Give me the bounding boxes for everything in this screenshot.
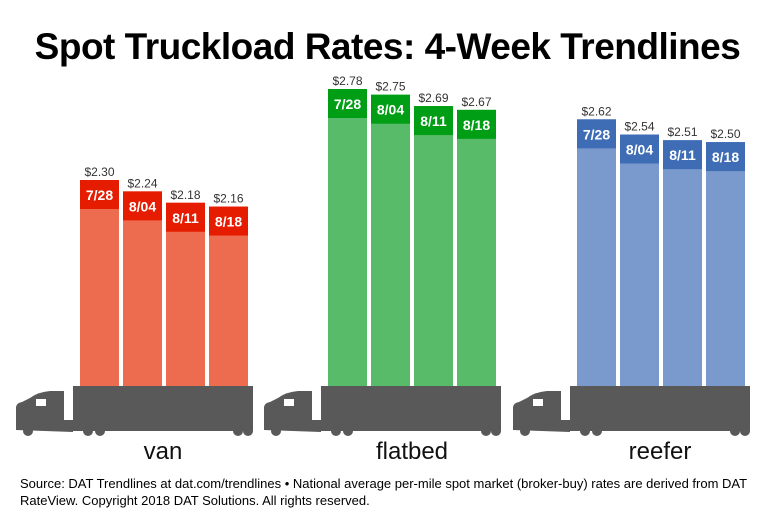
bar-van-8/04 xyxy=(123,191,162,386)
value-label: $2.18 xyxy=(170,188,200,202)
date-label: 8/04 xyxy=(626,141,653,157)
value-label: $2.16 xyxy=(213,192,243,206)
truck-wheel xyxy=(491,426,501,436)
bar-flatbed-8/11 xyxy=(414,106,453,386)
category-label-van: van xyxy=(143,438,183,465)
truck-wheel xyxy=(481,426,491,436)
date-label: 7/28 xyxy=(583,126,610,142)
date-label: 8/18 xyxy=(215,214,242,230)
truck-cab-icon xyxy=(264,391,321,432)
bar-van-8/11 xyxy=(166,202,205,386)
truck-wheel xyxy=(243,426,253,436)
date-label: 8/11 xyxy=(669,147,696,163)
value-label: $2.50 xyxy=(710,127,740,141)
bar-flatbed-8/18 xyxy=(457,109,496,387)
bar-date-band xyxy=(457,109,496,139)
bar-date-band xyxy=(328,88,367,118)
truck-wheel xyxy=(331,426,341,436)
value-label: $2.24 xyxy=(127,176,157,190)
value-label: $2.78 xyxy=(332,74,362,88)
truck-wheel xyxy=(271,426,281,436)
truck-wheel xyxy=(233,426,243,436)
truck-wheel xyxy=(95,426,105,436)
bar-date-band xyxy=(620,134,659,164)
chart-title: Spot Truckload Rates: 4-Week Trendlines xyxy=(34,26,741,67)
truck-wheel xyxy=(580,426,590,436)
bar-flatbed-8/04 xyxy=(371,94,410,387)
bar-reefer-7/28 xyxy=(577,119,616,386)
category-label-flatbed: flatbed xyxy=(375,438,449,465)
category-label-reefer: reefer xyxy=(628,438,692,465)
value-label: $2.30 xyxy=(84,165,114,179)
source-note: Source: DAT Trendlines at dat.com/trendl… xyxy=(20,476,747,508)
bar-date-band xyxy=(577,119,616,149)
date-label: 8/04 xyxy=(377,102,404,118)
truck-window xyxy=(533,399,543,406)
bar-flatbed-7/28 xyxy=(328,88,367,386)
bar-date-band xyxy=(166,202,205,232)
date-label: 8/04 xyxy=(129,198,156,214)
truck-window xyxy=(284,399,294,406)
truck-wheel xyxy=(83,426,93,436)
date-label: 8/11 xyxy=(420,113,447,129)
value-label: $2.67 xyxy=(461,95,491,109)
date-label: 8/18 xyxy=(463,117,490,133)
truck-wheel xyxy=(740,426,750,436)
truck-wheel xyxy=(730,426,740,436)
truck-trailer xyxy=(73,386,253,431)
truck-wheel xyxy=(23,426,33,436)
truck-cab-icon xyxy=(513,391,570,432)
truck-wheel xyxy=(520,426,530,436)
date-label: 7/28 xyxy=(334,96,361,112)
value-label: $2.54 xyxy=(624,119,654,133)
bar-reefer-8/11 xyxy=(663,140,702,386)
value-label: $2.51 xyxy=(667,125,697,139)
truck-window xyxy=(36,399,46,406)
truck-wheel xyxy=(343,426,353,436)
bar-reefer-8/04 xyxy=(620,134,659,386)
truck-cab-icon xyxy=(16,391,73,432)
bar-date-band xyxy=(663,140,702,170)
bar-date-band xyxy=(371,94,410,124)
truck-trailer xyxy=(321,386,501,431)
date-label: 7/28 xyxy=(86,187,113,203)
bar-date-band xyxy=(123,191,162,221)
date-label: 8/18 xyxy=(712,149,739,165)
bar-date-band xyxy=(80,180,119,209)
truck-wheel xyxy=(592,426,602,436)
bar-date-band xyxy=(414,106,453,136)
bar-date-band xyxy=(209,206,248,236)
value-label: $2.69 xyxy=(418,91,448,105)
bar-van-7/28 xyxy=(80,180,119,386)
bar-van-8/18 xyxy=(209,206,248,386)
value-label: $2.62 xyxy=(581,104,611,118)
bar-reefer-8/18 xyxy=(706,142,745,386)
bar-date-band xyxy=(706,142,745,172)
date-label: 8/11 xyxy=(172,210,199,226)
value-label: $2.75 xyxy=(375,80,405,94)
truck-trailer xyxy=(570,386,750,431)
